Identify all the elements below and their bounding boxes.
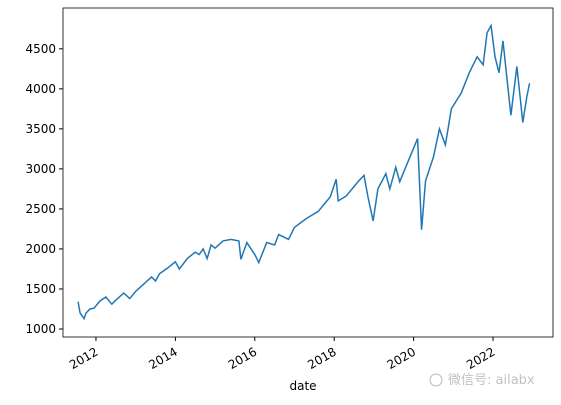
watermark: 微信号: ailabx	[429, 373, 535, 388]
y-tick-label: 1500	[25, 282, 56, 296]
x-tick-label: 2022	[464, 345, 497, 372]
y-tick-label: 3000	[25, 162, 56, 176]
y-tick-label: 2000	[25, 242, 56, 256]
x-tick-label: 2012	[67, 345, 100, 372]
line	[77, 23, 531, 321]
x-tick-label: 2014	[146, 345, 179, 372]
y-tick-label: 2500	[25, 202, 56, 216]
x-tick-label: 2020	[385, 345, 418, 372]
y-tick-label: 4000	[25, 82, 56, 96]
x-tick-label: 2018	[305, 345, 338, 372]
watermark-text: 微信号: ailabx	[448, 373, 535, 388]
y-tick-label: 4500	[25, 42, 56, 56]
x-tick-label: 2016	[226, 345, 259, 372]
watermark-icon	[429, 373, 443, 387]
y-tick-label: 1000	[25, 322, 56, 336]
x-axis-label: date	[289, 379, 316, 393]
y-tick-label: 3500	[25, 122, 56, 136]
plot-frame	[62, 7, 554, 338]
